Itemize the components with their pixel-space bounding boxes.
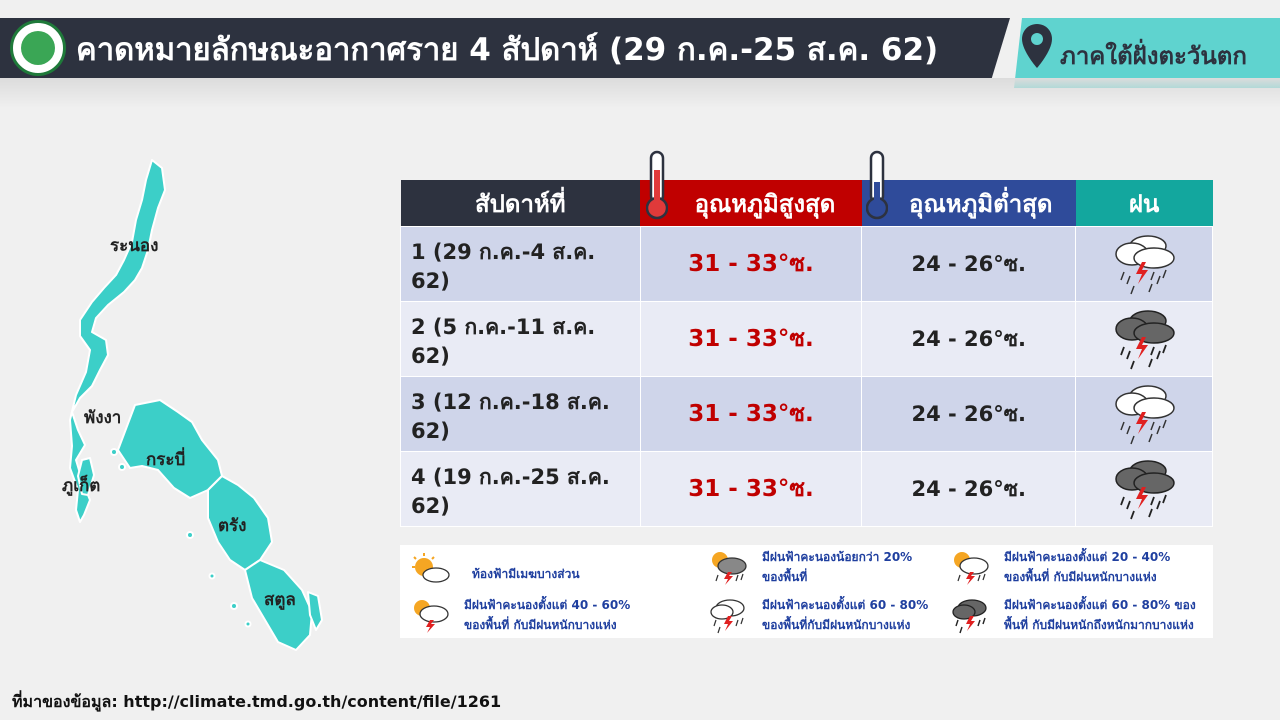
region-label: ภาคใต้ฝั่งตะวันตก (1060, 42, 1247, 70)
region-map: ระนอง พังงา ภูเก็ต กระบี่ ตรัง สตูล (40, 150, 340, 660)
week-cell: 3 (12 ก.ค.-18 ส.ค. 62) (400, 376, 641, 452)
min-temp-cell: 24 - 26°ซ. (861, 301, 1077, 377)
page-title: คาดหมายลักษณะอากาศราย 4 สัปดาห์ (29 ก.ค.… (76, 32, 939, 68)
rain-cell (1075, 376, 1213, 452)
legend-item: มีฝนฟ้าคะนองตั้งแต่ 60 - 80% ของ พื้นที่… (948, 595, 1196, 635)
region-badge (1014, 18, 1280, 88)
source-footer: ที่มาของข้อมูล: http://climate.tmd.go.th… (12, 692, 502, 711)
legend-text: มีฝนฟ้าคะนองน้อยกว่า 20% ของพื้นที่ (762, 550, 913, 584)
max-temp-cell: 31 - 33°ซ. (639, 451, 863, 527)
province-label-ranong: ระนอง (110, 236, 159, 256)
thermometer-hot-icon (646, 150, 669, 220)
province-label-trang: ตรัง (218, 516, 247, 536)
legend-item: มีฝนฟ้าคะนองน้อยกว่า 20% ของพื้นที่ (706, 547, 912, 587)
thermometer-cold-icon (865, 150, 888, 220)
legend-item: ท้องฟ้ามีเมฆบางส่วน (408, 551, 580, 589)
tmd-logo (10, 20, 66, 76)
legend-item: มีฝนฟ้าคะนองตั้งแต่ 60 - 80% ของพื้นที่ก… (706, 595, 928, 635)
rain-cell (1075, 226, 1213, 302)
province-label-satun: สตูล (264, 590, 296, 610)
sun-cloud-storm-icon (414, 600, 449, 633)
legend-text: มีฝนฟ้าคะนองตั้งแต่ 60 - 80% ของพื้นที่ก… (762, 598, 929, 632)
header-bar (0, 18, 1010, 78)
dark-cloud-storm-icon (952, 599, 987, 634)
rain-cell (1075, 301, 1213, 377)
partly-cloudy-icon (412, 553, 450, 583)
table-row: 3 (12 ก.ค.-18 ส.ค. 62) 31 - 33°ซ. 24 - 2… (400, 376, 1213, 452)
thunderstorm-light-cloud-icon (1115, 385, 1175, 445)
min-temp-cell: 24 - 26°ซ. (861, 226, 1077, 302)
province-label-phangnga: พังงา (84, 408, 122, 428)
week-cell: 4 (19 ก.ค.-25 ส.ค. 62) (400, 451, 641, 527)
max-temp-cell: 31 - 33°ซ. (639, 226, 863, 302)
min-temp-cell: 24 - 26°ซ. (861, 376, 1077, 452)
header-max-temp: อุณหภูมิสูงสุด (640, 150, 862, 227)
thunderstorm-dark-cloud-icon (1115, 310, 1175, 370)
thunderstorm-light-cloud-icon (1115, 235, 1175, 295)
header-max-label: อุณหภูมิสูงสุด (694, 189, 836, 218)
thunderstorm-dark-cloud-icon (1115, 460, 1175, 520)
legend-text: มีฝนฟ้าคะนองตั้งแต่ 40 - 60% ของพื้นที่ … (464, 598, 631, 632)
rain-cell (1075, 451, 1213, 527)
light-cloud-storm-icon (710, 599, 745, 634)
sun-cloud-rain-icon (954, 552, 989, 585)
legend: ท้องฟ้ามีเมฆบางส่วน มีฝนฟ้าคะนองน้อยกว่า… (400, 545, 1213, 638)
legend-text: มีฝนฟ้าคะนองตั้งแต่ 20 - 40% ของพื้นที่ … (1004, 550, 1171, 584)
legend-text: มีฝนฟ้าคะนองตั้งแต่ 60 - 80% ของ พื้นที่… (1004, 598, 1196, 632)
location-pin-icon (1022, 24, 1052, 68)
week-cell: 2 (5 ก.ค.-11 ส.ค. 62) (400, 301, 641, 377)
province-label-krabi: กระบี่ (146, 450, 186, 470)
table-row: 2 (5 ก.ค.-11 ส.ค. 62) 31 - 33°ซ. 24 - 26… (400, 301, 1213, 377)
min-temp-cell: 24 - 26°ซ. (861, 451, 1077, 527)
table-row: 1 (29 ก.ค.-4 ส.ค. 62) 31 - 33°ซ. 24 - 26… (400, 226, 1213, 302)
header-rain: ฝน (1075, 180, 1213, 227)
west-coast-map-shape (69, 159, 323, 651)
header-min-label: อุณหภูมิต่ำสุด (909, 189, 1053, 218)
max-temp-cell: 31 - 33°ซ. (639, 376, 863, 452)
table-row: 4 (19 ก.ค.-25 ส.ค. 62) 31 - 33°ซ. 24 - 2… (400, 451, 1213, 527)
legend-text: ท้องฟ้ามีเมฆบางส่วน (472, 567, 580, 581)
sun-storm-icon (712, 552, 747, 585)
week-cell: 1 (29 ก.ค.-4 ส.ค. 62) (400, 226, 641, 302)
header-min-temp: อุณหภูมิต่ำสุด (861, 150, 1076, 227)
header-week: สัปดาห์ที่ (400, 180, 641, 227)
legend-item: มีฝนฟ้าคะนองตั้งแต่ 40 - 60% ของพื้นที่ … (408, 595, 630, 635)
legend-item: มีฝนฟ้าคะนองตั้งแต่ 20 - 40% ของพื้นที่ … (948, 547, 1170, 587)
forecast-table: สัปดาห์ที่ อุณหภูมิสูงสุด อุณหภูมิต่ำสุด… (400, 150, 1213, 527)
province-label-phuket: ภูเก็ต (62, 476, 101, 496)
max-temp-cell: 31 - 33°ซ. (639, 301, 863, 377)
